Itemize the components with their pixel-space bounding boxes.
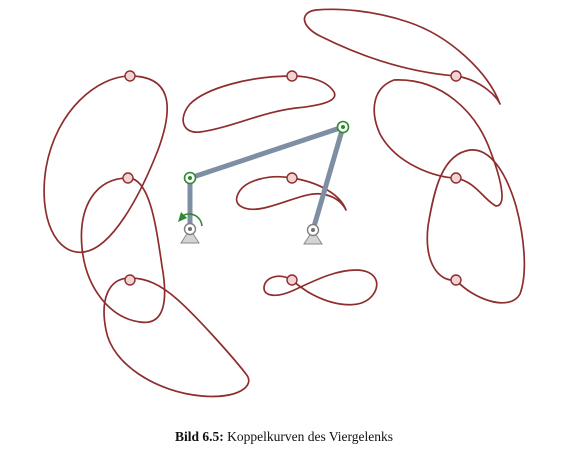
coupler-link: [187, 124, 346, 181]
rotation-arrowhead-icon: [178, 212, 187, 222]
coupler-curve-figure-eight: [263, 269, 378, 306]
curve-point: [286, 70, 298, 82]
coupler-curve-right-upper: [373, 79, 503, 207]
ground-pivot-right: [303, 223, 323, 245]
moving-joint-right: [336, 120, 350, 134]
coupler-curve-left-lower: [103, 277, 250, 398]
curve-point: [124, 70, 136, 82]
coupler-curve-left-large: [43, 75, 169, 253]
coupler-curve-right-lower: [426, 149, 526, 304]
coupler-curve-top-right: [303, 8, 501, 105]
rocker-link: [310, 124, 346, 233]
ground-pivot-left: [180, 222, 200, 244]
curve-point: [286, 172, 298, 184]
caption-text: Koppelkurven des Viergelenks: [223, 429, 394, 444]
coupler-curve-left-middle: [80, 177, 166, 324]
rotation-arrow-icon: [181, 213, 203, 227]
figure-caption: Bild 6.5: Koppelkurven des Viergelenks: [0, 429, 568, 445]
curve-point: [286, 274, 298, 286]
curve-point: [450, 172, 462, 184]
coupler-curve-upper-center: [182, 75, 336, 133]
curve-point: [124, 274, 136, 286]
curve-point: [450, 70, 462, 82]
curve-point: [122, 172, 134, 184]
moving-joint-left: [183, 171, 197, 185]
caption-label: Bild 6.5:: [174, 429, 224, 444]
coupler-curve-center: [235, 175, 347, 211]
curve-point: [450, 274, 462, 286]
